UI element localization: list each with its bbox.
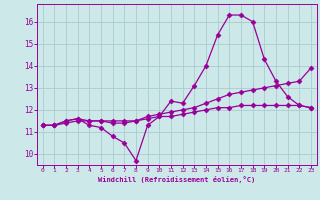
X-axis label: Windchill (Refroidissement éolien,°C): Windchill (Refroidissement éolien,°C)	[98, 176, 255, 183]
